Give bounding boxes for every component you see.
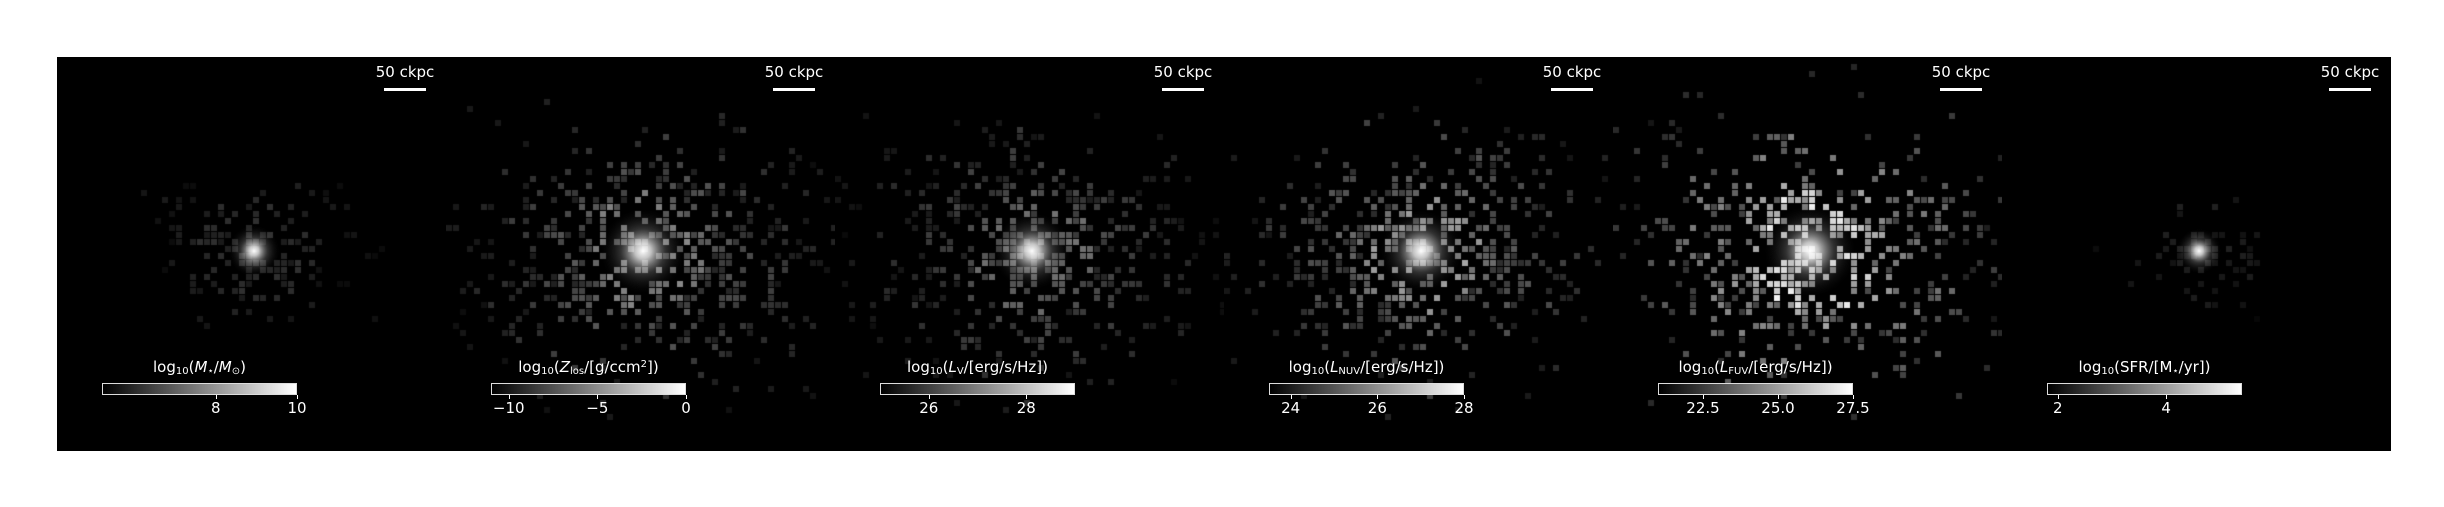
colorbar-label: log10(LNUV/[erg/s/Hz]) xyxy=(1288,358,1445,377)
image-panel: 50 ckpc log10(M⋆/M⊙) 8 10 xyxy=(57,57,446,451)
colorbar-tick xyxy=(597,395,599,399)
colorbar-tick xyxy=(2166,395,2168,399)
colorbar-tick xyxy=(2057,395,2059,399)
colorbar-gradient xyxy=(102,383,297,395)
colorbar-tick-label: 25.0 xyxy=(1761,399,1795,417)
colorbar-gradient xyxy=(880,383,1075,395)
image-panel: 50 ckpc log10(LNUV/[erg/s/Hz]) 24 26 28 xyxy=(1224,57,1613,451)
scale-bar-label: 50 ckpc xyxy=(764,63,824,81)
colorbar-tick-label: −10 xyxy=(492,399,525,417)
colorbar-tick-label: 10 xyxy=(287,399,307,417)
scale-bar: 50 ckpc xyxy=(1148,63,1218,91)
colorbar-label: log10(LV/[erg/s/Hz]) xyxy=(906,358,1048,377)
colorbar-tick xyxy=(297,395,298,399)
colorbar-tick-label: 0 xyxy=(681,399,691,417)
colorbar-tick-label: 24 xyxy=(1281,399,1301,417)
scale-bar-line xyxy=(1551,88,1593,91)
colorbar-tick xyxy=(686,395,687,399)
colorbar-tick xyxy=(1290,395,1292,399)
colorbar-label: log10(SFR/[M⋆/yr]) xyxy=(2078,358,2211,377)
image-strip: 50 ckpc log10(M⋆/M⊙) 8 10 50 ckpc log10(Zlos/… xyxy=(57,57,2391,451)
colorbar-tick xyxy=(1464,395,1465,399)
scale-bar-line xyxy=(384,88,426,91)
image-panel: 50 ckpc log10(LFUV/[erg/s/Hz]) 22.5 25.0 27.… xyxy=(1613,57,2002,451)
scale-bar-line xyxy=(1162,88,1204,91)
colorbar-gradient xyxy=(1658,383,1853,395)
colorbar-tick-label: 8 xyxy=(210,399,221,417)
colorbar-tick xyxy=(1703,395,1704,399)
colorbar-tick-label: 26 xyxy=(1367,399,1387,417)
image-panel: 50 ckpc log10(Zlos/[g/ccm2]) −10 −5 0 xyxy=(446,57,835,451)
scale-bar-label: 50 ckpc xyxy=(1542,63,1602,81)
scale-bar-line xyxy=(2329,88,2371,91)
colorbar-tick-label: −5 xyxy=(586,399,609,417)
colorbar-tick-label: 4 xyxy=(2161,399,2171,417)
colorbar-tick-label: 27.5 xyxy=(1836,399,1870,417)
colorbar-label: log10(M⋆/M⊙) xyxy=(153,358,246,377)
scale-bar-label: 50 ckpc xyxy=(1931,63,1991,81)
scale-bar: 50 ckpc xyxy=(370,63,440,91)
colorbar-tick-label: 28 xyxy=(1016,399,1036,417)
scale-bar-label: 50 ckpc xyxy=(1153,63,1213,81)
colorbar-tick xyxy=(928,395,930,399)
scale-bar-line xyxy=(1940,88,1982,91)
scale-bar: 50 ckpc xyxy=(1537,63,1607,91)
scale-bar: 50 ckpc xyxy=(759,63,829,91)
colorbar-tick-label: 28 xyxy=(1454,399,1474,417)
scale-bar: 50 ckpc xyxy=(1926,63,1996,91)
scale-bar-label: 50 ckpc xyxy=(375,63,435,81)
colorbar-gradient xyxy=(491,383,686,395)
colorbar-tick-label: 2 xyxy=(2053,399,2063,417)
image-panel: 50 ckpc log10(SFR/[M⋆/yr]) 2 4 xyxy=(2002,57,2391,451)
scale-bar-line xyxy=(773,88,815,91)
colorbar-tick-label: 26 xyxy=(919,399,939,417)
colorbar-label: log10(Zlos/[g/ccm2]) xyxy=(518,358,659,377)
colorbar-tick-label: 22.5 xyxy=(1686,399,1720,417)
image-panel: 50 ckpc log10(LV/[erg/s/Hz]) 26 28 xyxy=(835,57,1224,451)
colorbar-tick xyxy=(508,395,510,399)
colorbar-tick xyxy=(1853,395,1854,399)
colorbar-tick xyxy=(1377,395,1379,399)
colorbar-gradient xyxy=(2047,383,2242,395)
scale-bar: 50 ckpc xyxy=(2315,63,2385,91)
colorbar-tick xyxy=(1026,395,1028,399)
scale-bar-label: 50 ckpc xyxy=(2320,63,2380,81)
colorbar-tick xyxy=(1778,395,1779,399)
colorbar-label: log10(LFUV/[erg/s/Hz]) xyxy=(1678,358,1833,377)
colorbar-tick xyxy=(215,395,217,399)
colorbar-gradient xyxy=(1269,383,1464,395)
